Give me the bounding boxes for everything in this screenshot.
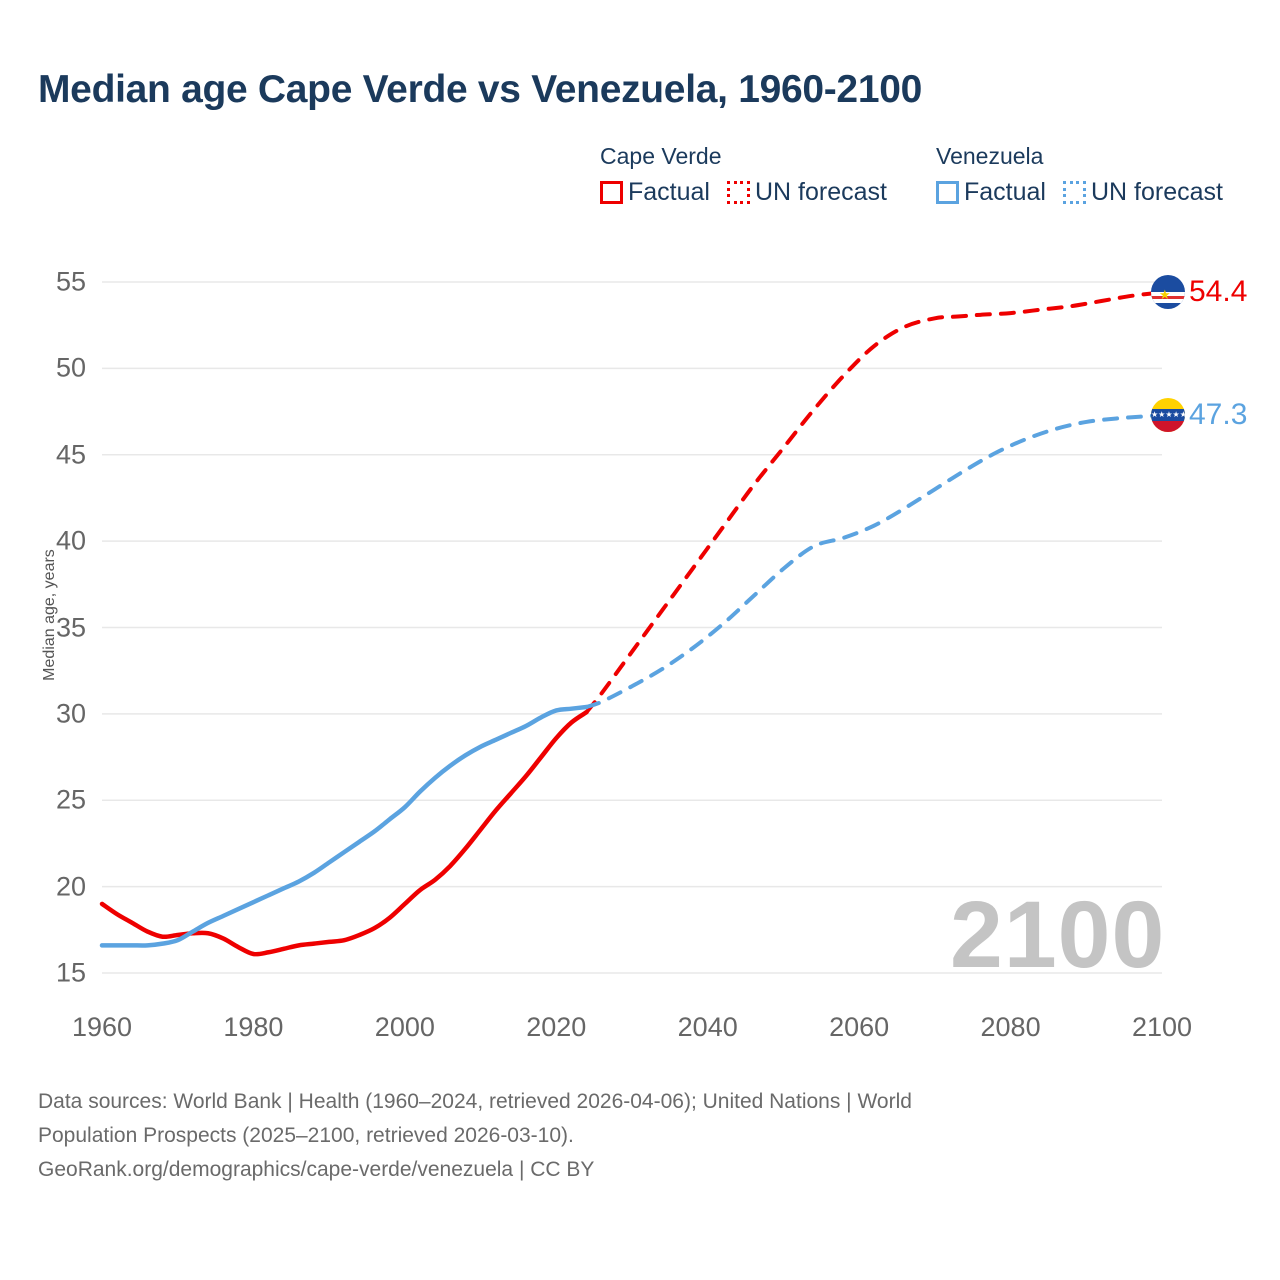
dotted-square-icon	[726, 181, 750, 204]
x-tick-label: 2060	[829, 1012, 890, 1042]
solid-square-icon	[936, 181, 959, 204]
x-tick-label: 2040	[677, 1012, 738, 1042]
x-tick-label: 1980	[223, 1012, 284, 1042]
legend-group-cape-verde: Cape Verde Factual UN forecast	[600, 142, 887, 207]
chart-legend: Cape Verde Factual UN forecast Venezuela…	[600, 142, 1260, 222]
venezuela-flag-icon: ★★★★★★★	[1151, 398, 1185, 433]
series-line-venezuela-factual	[99, 704, 589, 948]
legend-item-venezuela-factual[interactable]: Factual	[936, 178, 1046, 207]
legend-row: Factual UN forecast	[600, 178, 887, 207]
plot-area: Median age, years 15 20 25 30 35 40 45 50 55 196…	[41, 266, 1248, 1043]
legend-item-cape-verde-forecast[interactable]: UN forecast	[726, 178, 887, 207]
year-watermark: 2100	[950, 882, 1166, 988]
gridlines	[102, 281, 1162, 974]
dotted-square-icon	[1062, 181, 1086, 204]
legend-country-label: Cape Verde	[600, 143, 722, 169]
y-tick-label: 50	[55, 352, 86, 383]
chart-canvas	[99, 281, 1164, 974]
y-tick-label: 30	[55, 698, 86, 729]
legend-group-venezuela: Venezuela Factual UN forecast	[936, 142, 1223, 207]
legend-item-label: Factual	[964, 178, 1046, 206]
x-tick-label: 2080	[980, 1012, 1041, 1042]
x-tick-label: 2000	[374, 1012, 435, 1042]
footer-line-2: Population Prospects (2025–2100, retriev…	[38, 1124, 574, 1147]
endpoint-marker-cape-verde: ★ 54.4	[1151, 275, 1248, 310]
legend-row: Factual UN forecast	[936, 178, 1223, 207]
legend-country-label: Venezuela	[936, 143, 1044, 169]
y-tick-label: 40	[55, 525, 86, 556]
solid-square-icon	[600, 181, 623, 204]
y-tick-label: 15	[55, 957, 86, 988]
series-line-venezuela-forecast	[584, 413, 1164, 709]
legend-item-venezuela-forecast[interactable]: UN forecast	[1062, 178, 1223, 207]
y-tick-label: 55	[55, 266, 86, 297]
endpoint-value: 47.3	[1189, 398, 1248, 432]
legend-item-label: UN forecast	[754, 178, 887, 206]
x-tick-label: 2020	[526, 1012, 587, 1042]
series-line-cape-verde-forecast	[584, 290, 1164, 715]
y-tick-label: 45	[55, 439, 86, 470]
endpoint-marker-venezuela: ★★★★★★★47.3	[1151, 398, 1248, 433]
footer-note: Data sources: World Bank | Health (1960–…	[38, 1085, 1218, 1187]
y-tick-label: 25	[55, 784, 86, 815]
endpoint-value: 54.4	[1189, 275, 1248, 309]
legend-item-label: UN forecast	[1090, 178, 1223, 206]
y-tick-label: 35	[55, 612, 86, 642]
cape-verde-flag-icon: ★	[1151, 275, 1185, 310]
series-line-cape-verde-factual	[99, 709, 589, 957]
footer-line-1: Data sources: World Bank | Health (1960–…	[38, 1090, 912, 1113]
x-tick-label: 1960	[71, 1012, 133, 1042]
data-series-layer	[99, 290, 1164, 957]
x-tick-label: 2100	[1131, 1012, 1193, 1042]
y-tick-label: 20	[55, 871, 86, 902]
legend-item-cape-verde-factual[interactable]: Factual	[600, 178, 710, 207]
footer-line-3[interactable]: GeoRank.org/demographics/cape-verde/vene…	[38, 1158, 595, 1181]
legend-item-label: Factual	[628, 178, 710, 206]
page-title: Median age Cape Verde vs Venezuela, 1960…	[38, 68, 922, 111]
